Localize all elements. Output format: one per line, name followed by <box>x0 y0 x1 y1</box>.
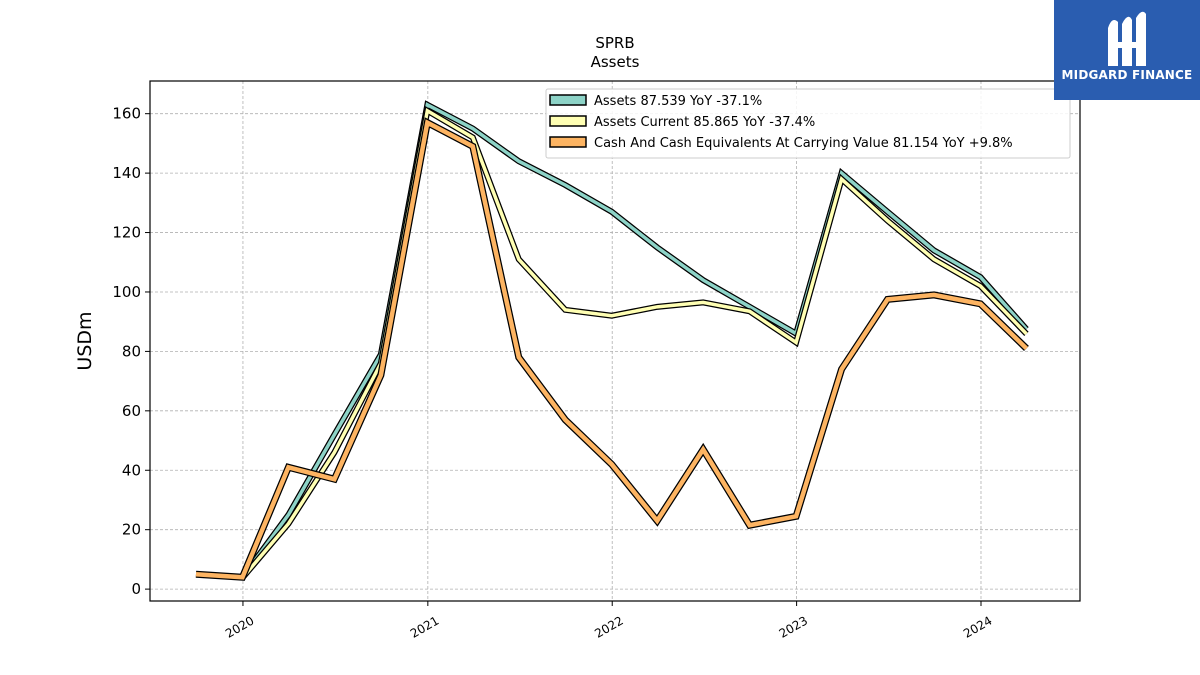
y-tick-label: 60 <box>122 402 141 420</box>
y-tick-label: 0 <box>131 580 141 598</box>
series-line-outline <box>195 117 1029 581</box>
x-tick-label: 2022 <box>592 613 625 640</box>
legend-swatch <box>549 136 587 148</box>
y-tick-label: 80 <box>122 342 141 360</box>
series-3 <box>195 117 1029 581</box>
series-1 <box>240 100 1029 580</box>
series-line <box>195 119 1029 580</box>
x-tick-label: 2024 <box>961 613 994 640</box>
chart-subtitle: Assets <box>591 53 640 71</box>
x-tick-label: 2023 <box>777 613 810 640</box>
y-axis-ticks: 0 20 40 60 80 100 120 140 160 <box>112 105 150 598</box>
series-line <box>241 102 1028 579</box>
y-tick-label: 120 <box>112 224 141 242</box>
brand-name: MIDGARD FINANCE <box>1061 68 1193 82</box>
series-line-outline <box>240 100 1029 580</box>
legend-label: Cash And Cash Equivalents At Carrying Va… <box>594 136 1013 151</box>
legend-box <box>545 88 1071 159</box>
legend-label: Assets Current 85.865 YoY -37.4% <box>594 115 815 130</box>
y-axis-label: USDm <box>74 311 96 370</box>
brand-logo: MIDGARD FINANCE <box>1054 0 1200 100</box>
series-line <box>241 107 1028 579</box>
y-tick-label: 160 <box>112 105 141 123</box>
legend-swatch <box>549 115 587 127</box>
x-tick-label: 2020 <box>223 613 256 640</box>
legend: Assets 87.539 YoY -37.1% Assets Current 8… <box>545 88 1071 159</box>
plot-frame <box>149 80 1081 602</box>
series-line-outline <box>240 105 1029 580</box>
y-tick-label: 20 <box>122 521 141 539</box>
y-tick-label: 40 <box>122 461 141 479</box>
y-tick-label: 100 <box>112 283 141 301</box>
series-lines <box>195 100 1029 581</box>
x-axis-ticks: 2020 2021 2022 2023 2024 <box>223 601 994 641</box>
midgard-logo-icon <box>1108 11 1146 66</box>
legend-label: Assets 87.539 YoY -37.1% <box>594 94 762 109</box>
series-2 <box>240 105 1029 580</box>
legend-swatch <box>549 94 587 106</box>
y-tick-label: 140 <box>112 164 141 182</box>
chart-title: SPRB <box>595 34 634 52</box>
x-tick-label: 2021 <box>408 613 441 640</box>
